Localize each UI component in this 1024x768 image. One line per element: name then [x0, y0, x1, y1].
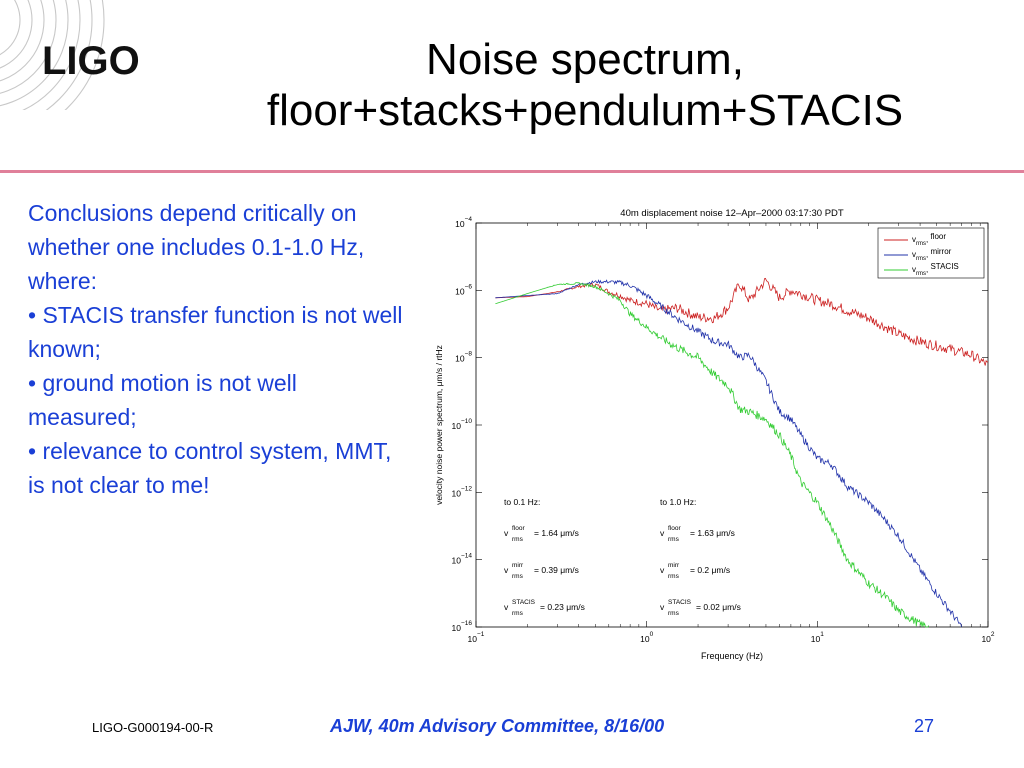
page-number: 27 [914, 716, 935, 736]
rms-superscript: STACIS [668, 599, 692, 606]
conclusion-bullet-control: • relevance to control system, MMT, is n… [28, 438, 392, 498]
legend-entry: vrms, floor [912, 232, 946, 247]
rms-superscript: floor [668, 525, 681, 532]
x-axis-label: Frequency (Hz) [701, 651, 763, 661]
rms-subscript: rms [512, 573, 524, 580]
series-lines [495, 277, 989, 628]
legend-entry: vrms, mirror [912, 247, 952, 262]
annotation-header: to 1.0 Hz: [660, 497, 696, 507]
x-tick-label: 102 [981, 631, 994, 644]
rms-number: = 0.02 μm/s [696, 602, 741, 612]
x-tick-label: 100 [640, 631, 653, 644]
rms-value: v [504, 528, 509, 538]
rms-number: = 1.64 μm/s [534, 528, 579, 538]
y-axis-label: velocity noise power spectrum, μm/s / rt… [434, 345, 444, 505]
conclusion-bullet-stacis: • STACIS transfer function is not well k… [28, 302, 403, 362]
y-tick-label: 10−4 [455, 216, 472, 229]
conclusion-intro: Conclusions depend critically on whether… [28, 200, 365, 294]
rms-superscript: mirr [668, 562, 680, 569]
rms-superscript: STACIS [512, 599, 536, 606]
rms-subscript: rms [668, 573, 680, 580]
conclusions-text: Conclusions depend critically on whether… [28, 196, 403, 502]
logo-text: LIGO [42, 39, 140, 83]
rms-value: v [660, 602, 665, 612]
axis-ticks: 10−1 100 101 102 10−4 10−6 10−8 10−10 10−12 10−14… [452, 216, 995, 644]
legend-entry: vrms, STACIS [912, 262, 959, 277]
ligo-logo: LIGO [0, 0, 170, 143]
y-tick-label: 10−10 [452, 418, 473, 431]
footer-center: AJW, 40m Advisory Committee, 8/16/00 [330, 716, 665, 736]
y-tick-label: 10−8 [455, 351, 472, 364]
slide-title: Noise spectrum, floor+stacks+pendulum+ST… [180, 34, 990, 136]
conclusion-bullet-ground: • ground motion is not well measured; [28, 370, 297, 430]
y-tick-label: 10−16 [452, 620, 473, 633]
rms-value: v [504, 602, 509, 612]
title-line-2: floor+stacks+pendulum+STACIS [266, 86, 904, 135]
y-tick-label: 10−12 [452, 485, 473, 498]
y-tick-label: 10−6 [455, 283, 472, 296]
rms-superscript: mirr [512, 562, 524, 569]
series-line-stacis [495, 282, 930, 628]
series-line-mirror [495, 279, 962, 628]
title-line-1: Noise spectrum, [426, 35, 744, 84]
title-divider [0, 170, 1024, 173]
x-tick-label: 10−1 [468, 631, 485, 644]
chart-title: 40m displacement noise 12–Apr–2000 03:17… [620, 208, 844, 219]
rms-subscript: rms [668, 610, 680, 617]
rms-number: = 0.2 μm/s [690, 565, 730, 575]
y-tick-label: 10−14 [452, 553, 473, 566]
rms-value: v [660, 565, 665, 575]
annotation-header: to 0.1 Hz: [504, 497, 540, 507]
rms-superscript: floor [512, 525, 525, 532]
rms-subscript: rms [512, 610, 524, 617]
rms-subscript: rms [512, 536, 524, 543]
footer-doc-id: LIGO-G000194-00-R [92, 720, 214, 735]
series-line-floor [495, 277, 989, 366]
rms-value: v [504, 565, 509, 575]
noise-spectrum-chart: 40m displacement noise 12–Apr–2000 03:17… [434, 208, 995, 661]
rms-subscript: rms [668, 536, 680, 543]
rms-number: = 1.63 μm/s [690, 528, 735, 538]
rms-value: v [660, 528, 665, 538]
rms-number: = 0.23 μm/s [540, 602, 585, 612]
rms-number: = 0.39 μm/s [534, 565, 579, 575]
x-tick-label: 101 [811, 631, 824, 644]
